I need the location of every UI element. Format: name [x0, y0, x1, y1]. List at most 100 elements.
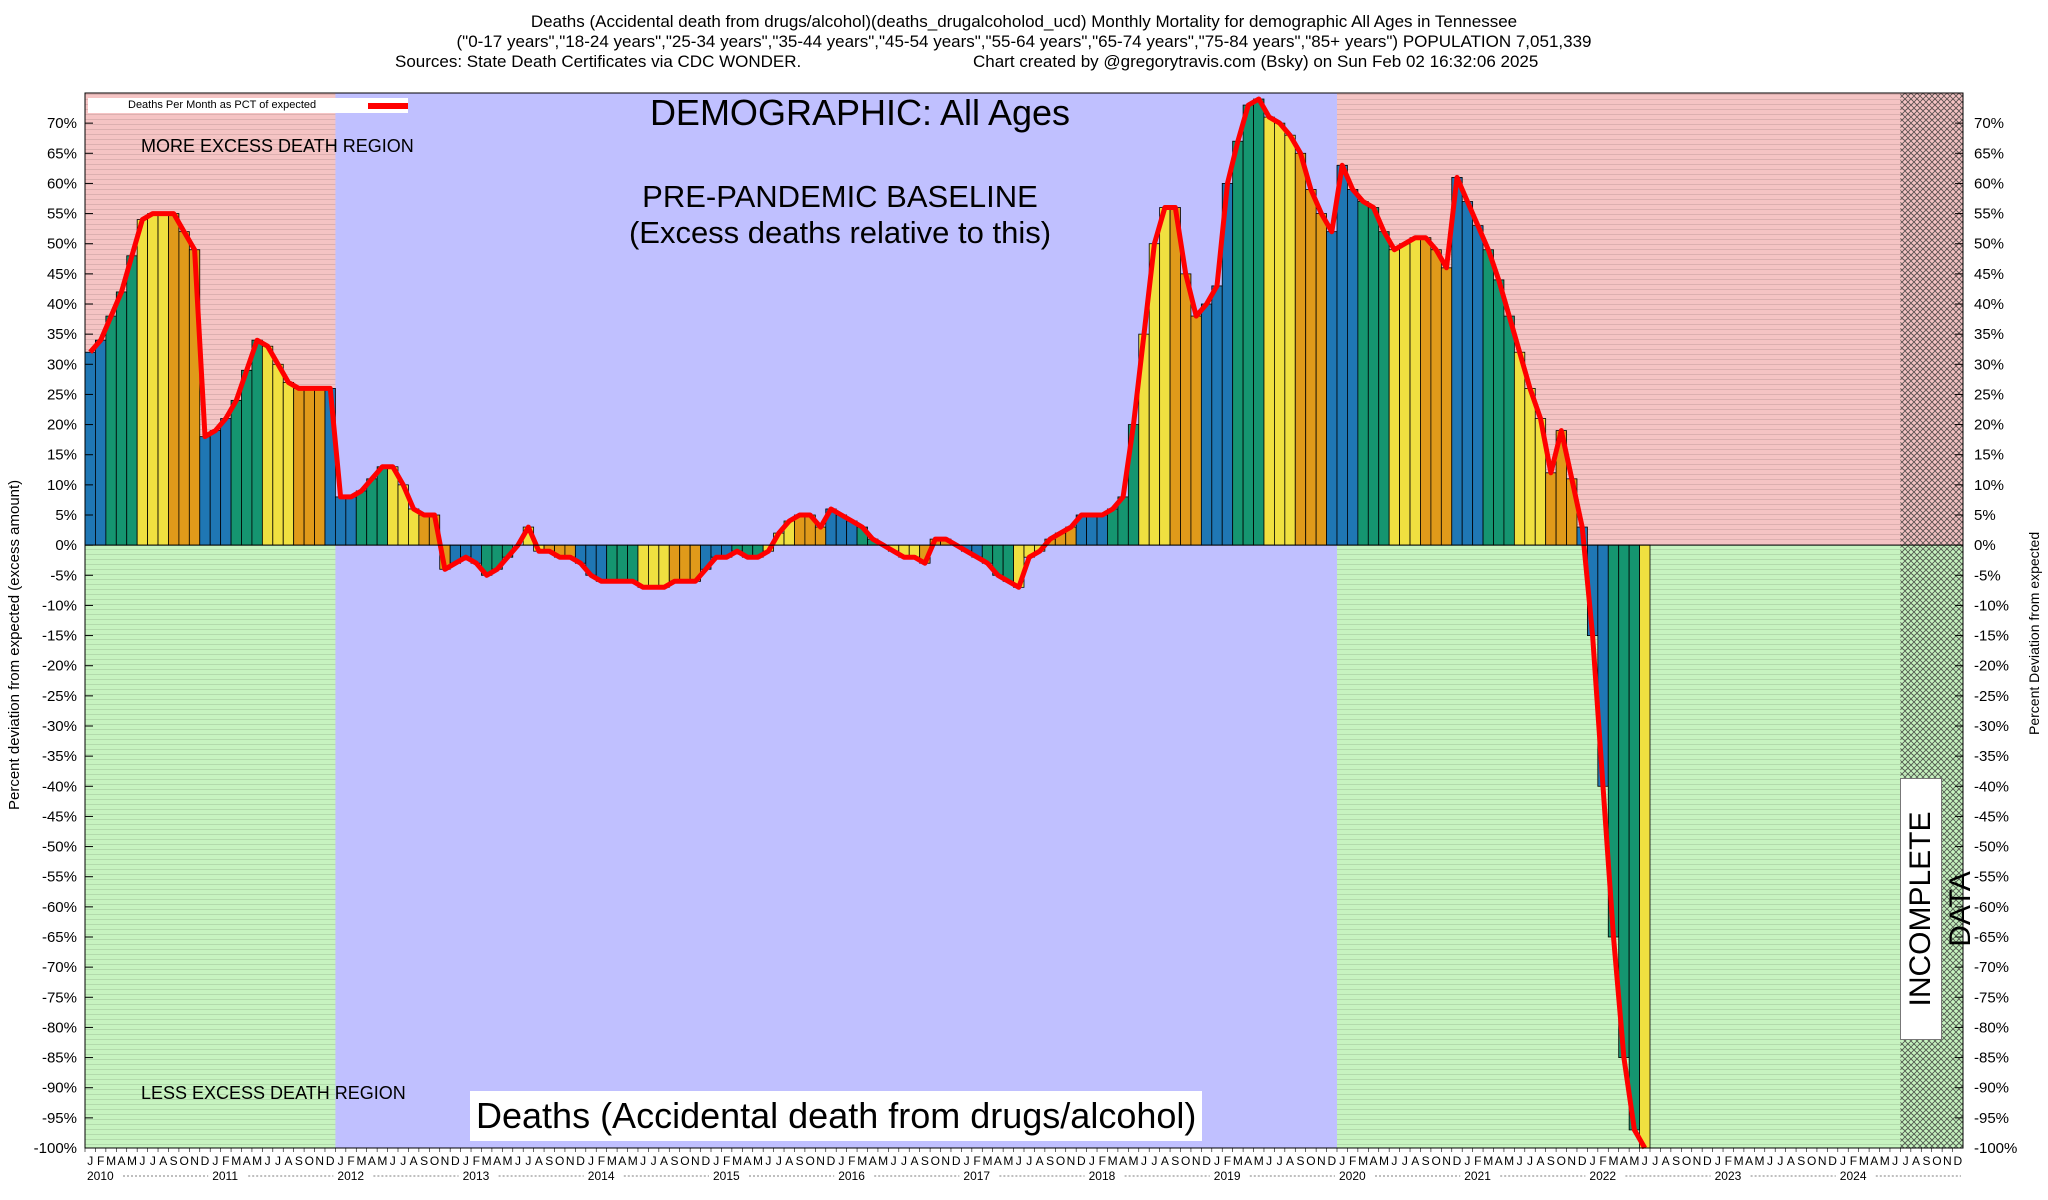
- y-tick-label-left: -100%: [34, 1140, 77, 1157]
- x-month-label: M: [1629, 1154, 1639, 1168]
- x-month-label: J: [338, 1154, 344, 1168]
- x-month-label: S: [1922, 1154, 1930, 1168]
- x-year-label: 2018: [1089, 1169, 1116, 1183]
- x-month-label: S: [1171, 1154, 1179, 1168]
- y-tick-label-right: -50%: [1974, 839, 2009, 856]
- x-month-label: M: [878, 1154, 888, 1168]
- x-month-label: S: [420, 1154, 428, 1168]
- x-month-label: S: [1296, 1154, 1304, 1168]
- x-month-label: F: [222, 1154, 229, 1168]
- y-tick-label-right: 20%: [1974, 417, 2004, 434]
- x-month-label: A: [1036, 1154, 1044, 1168]
- bar: [658, 544, 670, 588]
- series-line: [88, 96, 1647, 1150]
- x-month-label: D: [1202, 1154, 1211, 1168]
- bar: [418, 514, 430, 546]
- y-tick-label-left: -15%: [42, 628, 77, 645]
- x-month-label: N: [566, 1154, 575, 1168]
- bar: [1336, 164, 1348, 546]
- bar: [1107, 508, 1119, 546]
- x-year-label: 2021: [1464, 1169, 1491, 1183]
- x-month-label: J: [1892, 1154, 1898, 1168]
- bar: [136, 219, 149, 546]
- bar: [627, 544, 639, 582]
- bar: [314, 387, 326, 546]
- bar: [1513, 351, 1526, 546]
- x-month-label: F: [473, 1154, 480, 1168]
- y-tick-label-left: 40%: [47, 296, 77, 313]
- incomplete-data-region: [1900, 93, 1963, 1148]
- x-month-label: M: [482, 1154, 492, 1168]
- bar: [303, 387, 315, 546]
- x-month-label: M: [1608, 1154, 1618, 1168]
- x-month-label: F: [1099, 1154, 1106, 1168]
- x-month-label: D: [576, 1154, 585, 1168]
- x-month-label: M: [1254, 1154, 1264, 1168]
- bar: [1242, 104, 1254, 546]
- line-layer: [88, 96, 1647, 1150]
- bar: [178, 231, 190, 546]
- y-tick-label-left: -20%: [42, 658, 77, 675]
- bar: [1284, 134, 1296, 546]
- x-month-label: N: [1317, 1154, 1326, 1168]
- bar: [1461, 201, 1474, 546]
- y-tick-label-left: -80%: [42, 1019, 77, 1036]
- x-month-label: N: [1693, 1154, 1702, 1168]
- x-month-label: D: [201, 1154, 210, 1168]
- x-month-label: J: [1840, 1154, 1846, 1168]
- x-month-label: A: [159, 1154, 167, 1168]
- x-month-label: O: [1181, 1154, 1190, 1168]
- y-tick-label-left: 55%: [47, 206, 77, 223]
- x-month-label: J: [1464, 1154, 1470, 1168]
- y-tick-label-left: 25%: [47, 386, 77, 403]
- x-month-label: A: [1495, 1154, 1503, 1168]
- x-month-label: J: [891, 1154, 897, 1168]
- bar: [1274, 122, 1286, 546]
- x-month-label: N: [816, 1154, 825, 1168]
- x-month-label: M: [1003, 1154, 1013, 1168]
- y-tick-label-right: -65%: [1974, 929, 2009, 946]
- x-month-label: F: [1224, 1154, 1231, 1168]
- x-month-label: A: [869, 1154, 877, 1168]
- x-month-label: F: [723, 1154, 730, 1168]
- y-tick-label-left: -10%: [42, 597, 77, 614]
- x-year-label: 2022: [1589, 1169, 1616, 1183]
- y-tick-label-right: -35%: [1974, 748, 2009, 765]
- bar: [648, 544, 660, 588]
- x-month-label: J: [1527, 1154, 1533, 1168]
- x-month-label: D: [326, 1154, 335, 1168]
- x-month-label: M: [1379, 1154, 1389, 1168]
- bar: [376, 466, 388, 546]
- x-month-label: N: [1818, 1154, 1827, 1168]
- x-month-label: N: [1567, 1154, 1576, 1168]
- y-tick-label-right: -25%: [1974, 688, 2009, 705]
- y-tick-label-left: 70%: [47, 115, 77, 132]
- y-tick-label-right: -55%: [1974, 869, 2009, 886]
- y-tick-label-right: 30%: [1974, 356, 2004, 373]
- x-year-label: 2024: [1840, 1169, 1867, 1183]
- x-month-label: J: [1141, 1154, 1147, 1168]
- x-month-label: D: [1828, 1154, 1837, 1168]
- x-month-label: A: [1286, 1154, 1294, 1168]
- x-month-label: A: [785, 1154, 793, 1168]
- x-month-label: O: [1056, 1154, 1065, 1168]
- x-month-label: D: [1953, 1154, 1962, 1168]
- x-month-label: J: [1777, 1154, 1783, 1168]
- x-month-label: M: [231, 1154, 241, 1168]
- y-tick-label-right: -60%: [1974, 899, 2009, 916]
- x-month-label: A: [1870, 1154, 1878, 1168]
- y-tick-label-right: 40%: [1974, 296, 2004, 313]
- bar: [408, 508, 420, 546]
- bar: [1378, 231, 1390, 546]
- x-month-label: A: [1370, 1154, 1378, 1168]
- x-month-label: M: [1504, 1154, 1514, 1168]
- y-tick-label-right: 10%: [1974, 477, 2004, 494]
- x-month-label: J: [1642, 1154, 1648, 1168]
- credit-text: Chart created by @gregorytravis.com (Bsk…: [973, 52, 1539, 71]
- bar: [366, 478, 378, 546]
- x-month-label: J: [640, 1154, 646, 1168]
- x-month-label: J: [1266, 1154, 1272, 1168]
- y-tick-label-right: 0%: [1974, 537, 1996, 554]
- bar: [220, 418, 232, 546]
- bar: [1190, 315, 1202, 546]
